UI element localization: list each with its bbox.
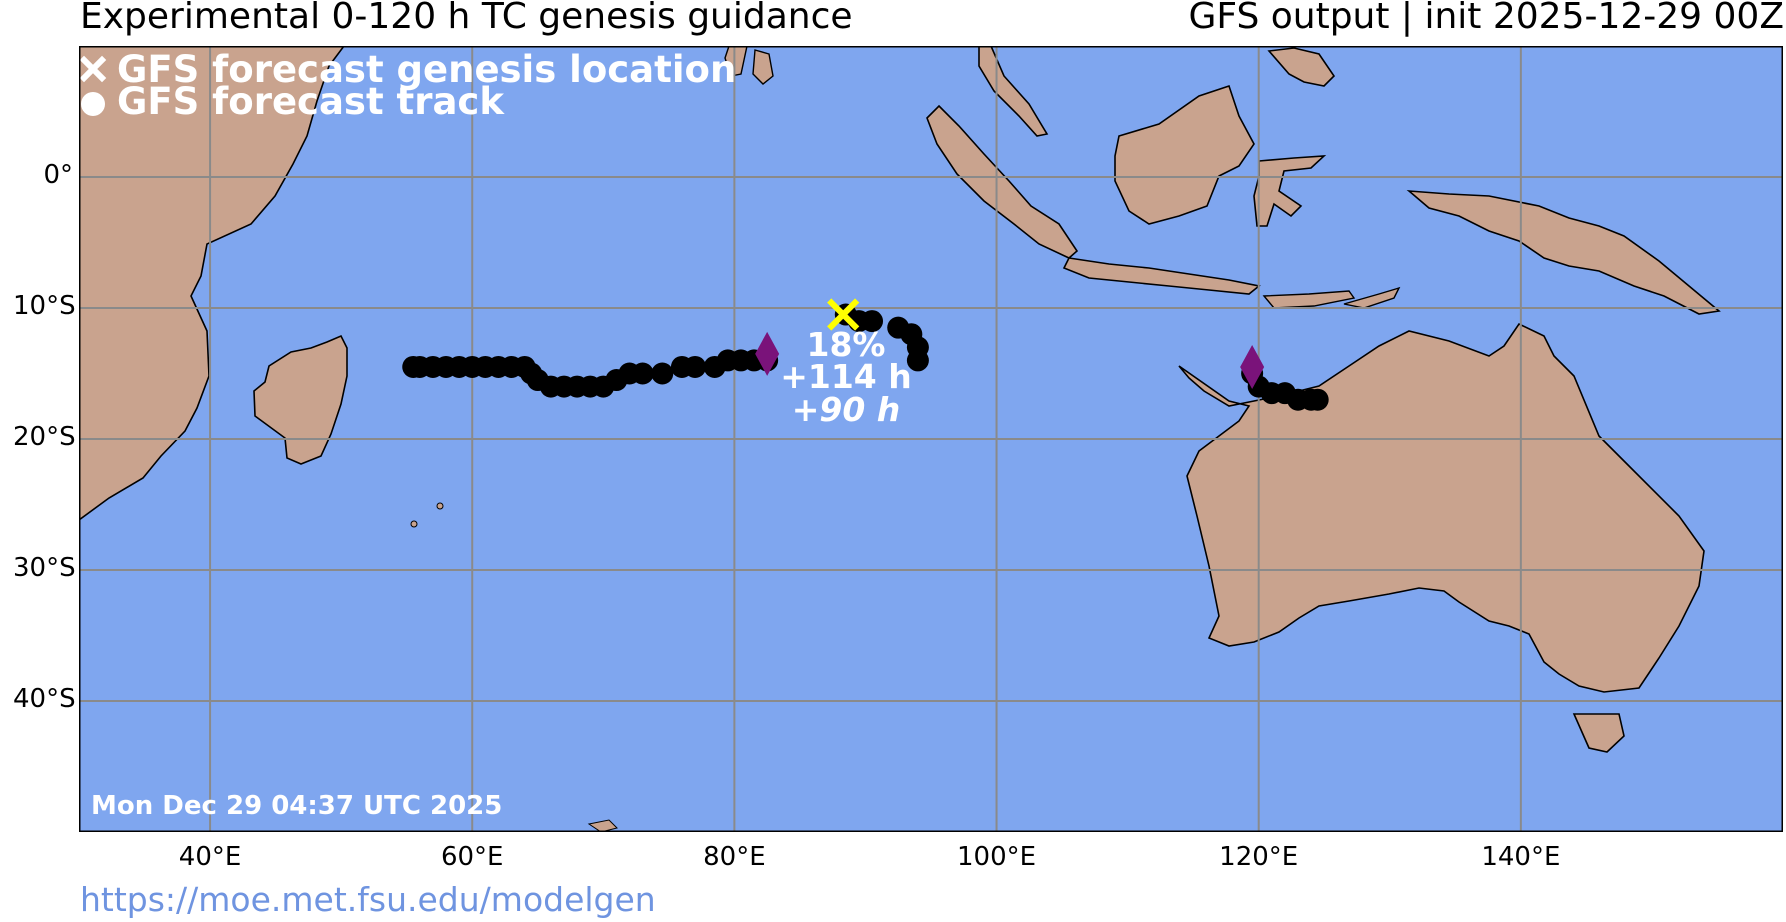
track-start-diamond-icon [1240,344,1265,389]
track-point [651,362,674,385]
landmass-sri-lanka [752,49,774,85]
genesis-lead-time: +114 h [780,357,912,396]
map-panel: 18% +114 h +90 h GFS forecast genesis lo… [79,46,1783,832]
landmass-tasmania [1572,713,1625,753]
genesis-probability: 18% [807,325,886,364]
track-point [670,355,693,378]
map-legend: GFS forecast genesis location GFS foreca… [79,48,736,123]
legend-genesis-label: GFS forecast genesis location [117,48,736,91]
lon-tick-label: 80°E [703,842,766,872]
lon-tick-label: 120°E [1219,842,1299,872]
chart-title: Experimental 0-120 h TC genesis guidance [80,0,853,37]
track-layer [402,298,1329,411]
island-kerguelen [587,819,618,832]
genesis-lead-time-alt: +90 h [792,390,901,429]
track-start-diamond-icon [755,331,780,376]
legend-genesis-x-icon [79,55,107,83]
landmass-sulawesi [1253,155,1327,227]
lat-tick-label: 40°S [13,684,76,714]
landmass-madagascar [253,334,348,465]
lon-tick-label: 60°E [440,842,504,872]
lon-tick-label: 100°E [957,842,1037,872]
valid-timestamp: Mon Dec 29 04:37 UTC 2025 [91,791,502,821]
track-point [861,310,884,333]
lat-tick-label: 30°S [13,553,76,583]
model-init-title: GFS output | init 2025-12-29 00Z [1188,0,1784,37]
genesis-x-icon [827,298,860,331]
lat-tick-label: 10°S [13,291,76,321]
landmass-java [1062,257,1261,295]
track-point [906,349,929,372]
legend-track-label: GFS forecast track [117,80,505,123]
lon-tick-label: 140°E [1481,842,1561,872]
track-point [703,355,726,378]
track-point [402,355,425,378]
track-point [1306,388,1329,411]
graticule [79,46,1783,832]
island-mauritius [436,502,444,510]
landmass-australia [1178,322,1705,693]
landmass-india-tip [724,46,748,77]
map-frame [79,46,1783,832]
landmass-new-guinea [1406,190,1721,315]
landmass-africa [79,46,345,521]
lon-tick-label: 40°E [178,842,242,872]
lat-tick-label: 20°S [13,422,76,452]
landmass-philippines [1267,47,1336,87]
island-reunion [410,520,418,528]
source-link[interactable]: https://moe.met.fsu.edu/modelgen [80,880,656,919]
legend-track-dot-icon [81,92,105,116]
lat-tick-label: 0° [43,160,73,190]
map-canvas: 18% +114 h +90 h GFS forecast genesis lo… [79,46,1783,832]
land-layer [79,46,1721,832]
genesis-annotation: 18% +114 h +90 h [780,325,912,429]
